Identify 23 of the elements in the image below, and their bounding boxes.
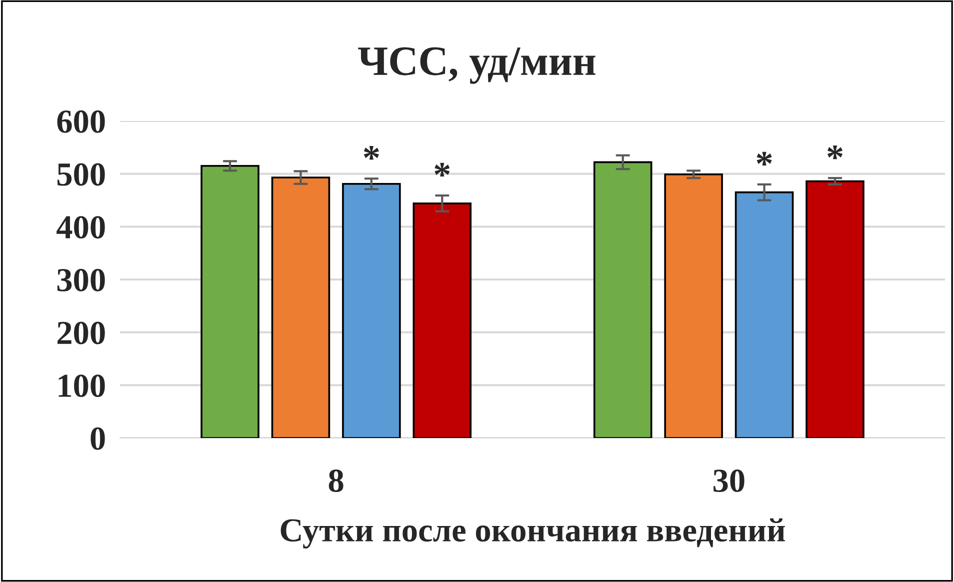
y-tick-label: 300 (57, 268, 105, 292)
y-tick-label: 0 (90, 427, 105, 450)
chart-title: ЧСС, уд/мин (358, 47, 596, 84)
y-tick-label: 200 (58, 322, 105, 344)
data-label: * (827, 145, 843, 160)
y-tick-label: 600 (57, 110, 105, 133)
x-tick-label: 30 (714, 470, 744, 492)
data-label: * (434, 162, 450, 177)
y-tick-label: 500 (57, 163, 105, 186)
bar (200, 165, 260, 438)
bar (664, 173, 723, 438)
bar (342, 182, 401, 438)
data-label: * (364, 146, 379, 160)
data-label: * (756, 152, 772, 166)
x-tick-label: 8 (328, 470, 344, 492)
bar (734, 191, 794, 438)
y-tick-label: 400 (56, 216, 105, 239)
y-tick-label: 100 (58, 374, 105, 398)
bar (806, 180, 864, 438)
bar (593, 161, 652, 438)
bar (271, 176, 330, 438)
x-axis-title: Сутки после окончания введений (280, 518, 785, 548)
bar (412, 202, 472, 438)
